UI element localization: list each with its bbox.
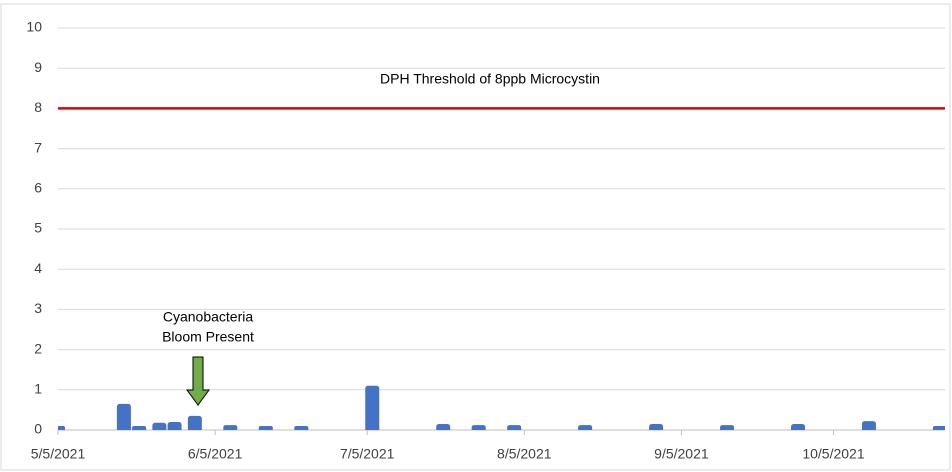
bar [187, 415, 202, 430]
chart-frame [0, 3, 951, 471]
bar [116, 403, 131, 430]
bar [152, 422, 167, 430]
bar [258, 425, 273, 430]
bar [58, 425, 65, 430]
y-tick-label: 10 [26, 19, 42, 35]
y-tick-label: 0 [34, 421, 42, 437]
y-tick-label: 1 [34, 381, 42, 397]
annotation-text: Cyanobacteria [163, 309, 253, 325]
bar [791, 423, 806, 430]
bars [58, 385, 945, 430]
x-tick-label: 10/5/2021 [802, 446, 864, 462]
threshold-label: DPH Threshold of 8ppb Microcystin [380, 71, 600, 87]
bar [578, 425, 593, 430]
x-tick-label: 7/5/2021 [340, 446, 395, 462]
x-tick-label: 8/5/2021 [497, 446, 552, 462]
x-tick-label: 5/5/2021 [31, 446, 86, 462]
y-tick-label: 9 [34, 59, 42, 75]
y-tick-label: 7 [34, 139, 42, 155]
y-tick-label: 5 [34, 220, 42, 236]
bar [861, 421, 876, 430]
x-tick-label: 9/5/2021 [654, 446, 709, 462]
bar [932, 425, 945, 430]
overlay: DPH Threshold of 8ppb Microcystin Cyanoba… [58, 71, 945, 406]
bar [294, 425, 309, 430]
y-tick-label: 8 [34, 99, 42, 115]
y-tick-label: 4 [34, 260, 42, 276]
bar [436, 423, 451, 430]
y-tick-label: 6 [34, 180, 42, 196]
bar [471, 425, 486, 430]
bar [167, 421, 182, 430]
bar [720, 425, 735, 430]
annotation-text: Bloom Present [162, 329, 254, 345]
bar [365, 385, 380, 430]
bar [223, 425, 238, 430]
bar [132, 425, 147, 430]
annotation-arrow [186, 356, 210, 406]
y-tick-label: 3 [34, 300, 42, 316]
bar [507, 425, 522, 430]
bar [649, 423, 664, 430]
y-tick-label: 2 [34, 340, 42, 356]
x-tick-label: 6/5/2021 [188, 446, 243, 462]
